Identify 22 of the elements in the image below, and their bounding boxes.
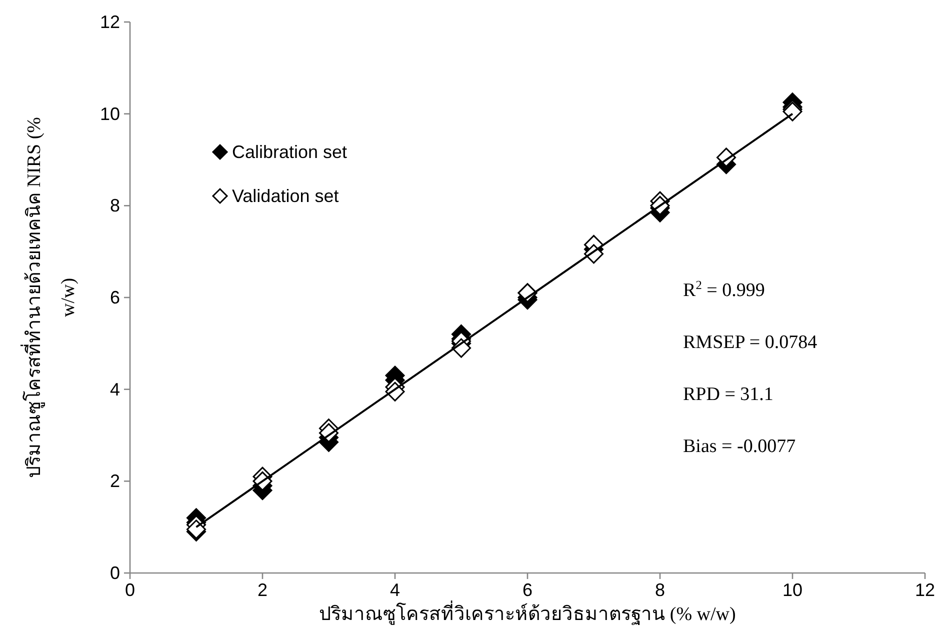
x-axis-title: ปริมาณซูโครสที่วิเคราะห์ด้วยวิธมาตรฐาน (% w/w)	[319, 600, 736, 625]
x-tick-label: 8	[654, 580, 666, 600]
y-tick-label: 6	[110, 288, 120, 308]
y-tick-label: 0	[110, 563, 120, 583]
annotation: R$^{2}$ = 0.999	[683, 278, 765, 301]
y-tick-label: 8	[110, 196, 120, 216]
y-tick-label: 2	[110, 471, 120, 492]
legend-label: Calibration set	[232, 142, 348, 162]
y-axis-title: ปริมาณซูโครสที่ทำนายด้วยเทคนิค NIRS (% w/w)	[20, 116, 79, 478]
x-tick-label: 2	[257, 580, 268, 600]
y-tick-label: 12	[100, 12, 120, 32]
x-tick-label: 6	[522, 580, 533, 600]
y-tick-label: 10	[100, 104, 120, 124]
x-tick-label: 0	[124, 580, 136, 600]
annotation: Bias = -0.0077	[683, 436, 796, 457]
x-tick-label: 4	[390, 580, 400, 600]
x-tick-label: 12	[914, 580, 936, 600]
annotation: RPD = 31.1	[683, 384, 774, 405]
annotation: RMSEP = 0.0784	[683, 332, 818, 353]
y-tick-label: 4	[110, 379, 120, 400]
x-tick-label: 10	[782, 580, 803, 600]
legend-label: Validation set	[232, 186, 339, 206]
